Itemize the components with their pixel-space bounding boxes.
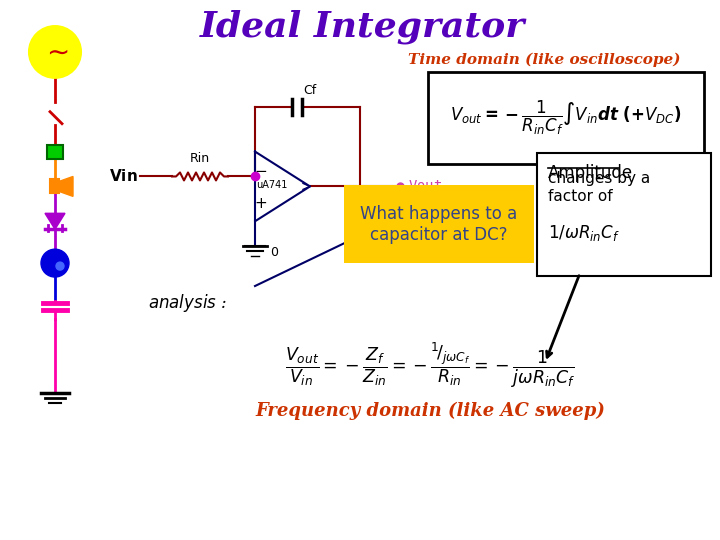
Text: $\mathbf{Vin}$: $\mathbf{Vin}$ <box>109 168 138 185</box>
Text: 0: 0 <box>270 246 278 259</box>
Text: $\sim$: $\sim$ <box>41 38 69 66</box>
Circle shape <box>29 26 81 78</box>
FancyBboxPatch shape <box>47 145 63 159</box>
Text: $-$: $-$ <box>254 162 268 177</box>
Text: $\mathit{analysis}$ :: $\mathit{analysis}$ : <box>148 292 227 314</box>
Polygon shape <box>59 177 73 197</box>
Text: Cf: Cf <box>303 84 317 97</box>
FancyBboxPatch shape <box>537 153 711 276</box>
FancyBboxPatch shape <box>50 179 59 193</box>
FancyBboxPatch shape <box>428 72 704 164</box>
Text: $\mathtt{Vout}$: $\mathtt{Vout}$ <box>408 179 442 193</box>
Text: What happens to a
capacitor at DC?: What happens to a capacitor at DC? <box>361 205 518 244</box>
Text: Amplitude: Amplitude <box>548 164 633 181</box>
Text: uA741: uA741 <box>256 180 288 191</box>
Circle shape <box>56 262 64 270</box>
Text: $\boldsymbol{V_{out} = -\dfrac{1}{R_{in}C_f}\int V_{in}dt\ (+V_{DC})}$: $\boldsymbol{V_{out} = -\dfrac{1}{R_{in}… <box>451 99 682 137</box>
Text: Time domain (like oscilloscope): Time domain (like oscilloscope) <box>408 52 680 67</box>
FancyBboxPatch shape <box>344 185 534 263</box>
Circle shape <box>41 249 69 277</box>
Polygon shape <box>45 213 65 230</box>
Text: Rin: Rin <box>190 152 210 165</box>
Text: Frequency domain (like AC sweep): Frequency domain (like AC sweep) <box>255 402 605 421</box>
Text: $+$: $+$ <box>254 196 268 211</box>
Text: $\dfrac{V_{out}}{V_{in}} = -\dfrac{Z_f}{Z_{in}} = -\dfrac{^1\!/_{j\omega C_f}}{R: $\dfrac{V_{out}}{V_{in}} = -\dfrac{Z_f}{… <box>284 341 575 390</box>
Text: Ideal Integrator: Ideal Integrator <box>200 10 526 44</box>
Text: $1/\omega R_{in}C_f$: $1/\omega R_{in}C_f$ <box>548 223 620 243</box>
Text: changes by a
factor of: changes by a factor of <box>548 172 650 204</box>
